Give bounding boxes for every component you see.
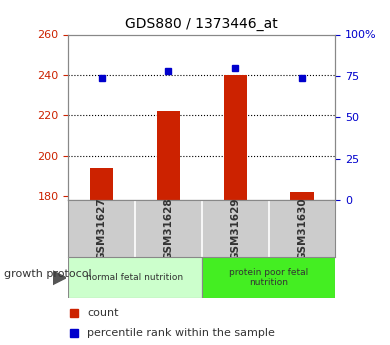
Text: percentile rank within the sample: percentile rank within the sample [87, 328, 275, 338]
Title: GDS880 / 1373446_at: GDS880 / 1373446_at [126, 17, 278, 31]
Bar [223, 75, 247, 200]
Text: GSM31629: GSM31629 [230, 197, 240, 260]
Text: growth protocol: growth protocol [4, 269, 92, 279]
Polygon shape [53, 271, 66, 285]
Text: GSM31627: GSM31627 [97, 197, 106, 260]
Bar [90, 168, 113, 200]
Text: GSM31630: GSM31630 [297, 197, 307, 260]
Text: normal fetal nutrition: normal fetal nutrition [87, 273, 184, 282]
Text: protein poor fetal
nutrition: protein poor fetal nutrition [229, 268, 308, 287]
Text: count: count [87, 308, 119, 318]
Text: GSM31628: GSM31628 [163, 197, 174, 260]
Bar [157, 111, 180, 200]
Bar [68, 257, 202, 298]
Bar [290, 192, 314, 200]
Bar [202, 257, 335, 298]
